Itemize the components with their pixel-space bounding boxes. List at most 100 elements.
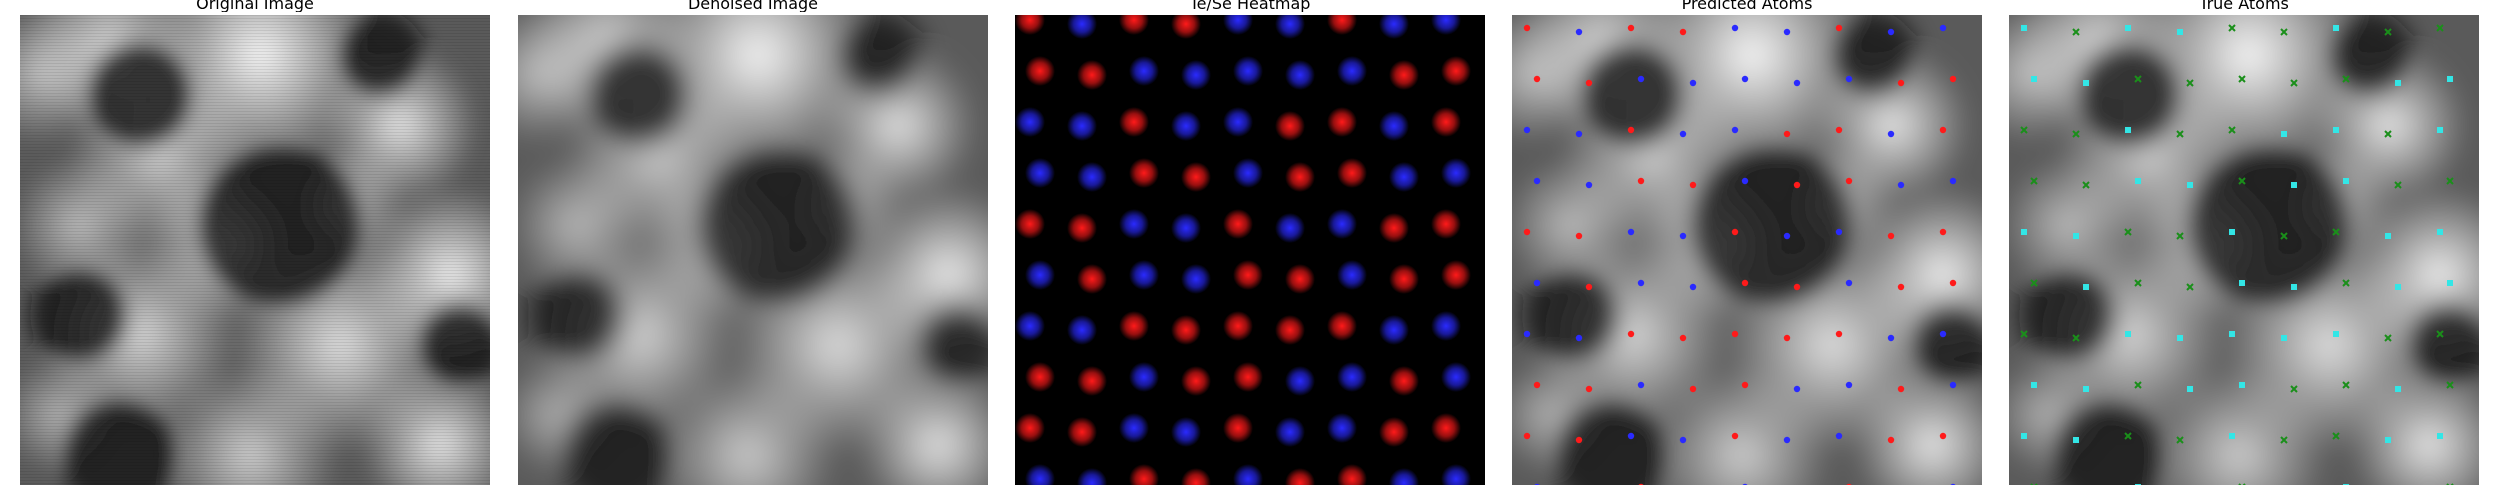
bright-region <box>658 365 838 485</box>
scan-line <box>20 225 490 226</box>
scan-line <box>20 156 490 157</box>
predicted-te-atom <box>1533 381 1541 389</box>
scan-line <box>20 90 490 91</box>
predicted-se-atom <box>1637 75 1645 83</box>
true-atom-cross <box>2394 181 2402 189</box>
predicted-se-atom <box>1793 79 1801 87</box>
se-spot <box>1285 366 1315 396</box>
scan-line <box>20 210 490 211</box>
scan-line <box>20 240 490 241</box>
true-atom-cross <box>2436 24 2444 32</box>
scan-line <box>20 54 490 55</box>
predicted-se-atom <box>1887 28 1895 36</box>
te-spot <box>1129 464 1159 485</box>
dark-region <box>2184 140 2354 310</box>
scan-line <box>20 282 490 283</box>
heatmap-panel <box>1015 15 1485 485</box>
predicted-te-atom <box>1689 181 1697 189</box>
predicted-se-atom <box>1845 279 1853 287</box>
predicted-se-atom <box>1523 330 1531 338</box>
scan-line <box>20 204 490 205</box>
scan-line <box>20 390 490 391</box>
true-atom-marker <box>2333 127 2339 133</box>
predicted-te-atom <box>1939 126 1947 134</box>
true-atom-marker <box>2031 76 2037 82</box>
dark-region <box>335 15 425 100</box>
scan-line <box>20 183 490 184</box>
dark-region <box>2074 40 2184 150</box>
true-atom-marker <box>2021 433 2027 439</box>
scan-line <box>20 42 490 43</box>
predicted-te-atom <box>1835 330 1843 338</box>
te-spot <box>1223 209 1253 239</box>
true-atom-marker <box>2333 331 2339 337</box>
scan-line <box>20 165 490 166</box>
true-atom-cross <box>2124 432 2132 440</box>
scan-line <box>20 81 490 82</box>
true-atom-cross <box>2384 28 2392 36</box>
true-atom-marker <box>2343 484 2349 485</box>
predicted-se-atom <box>1949 381 1957 389</box>
scan-line <box>20 207 490 208</box>
te-spot <box>1171 315 1201 345</box>
predicted-se-atom <box>1637 381 1645 389</box>
scan-line <box>20 132 490 133</box>
dark-region <box>583 40 693 150</box>
te-spot <box>1181 366 1211 396</box>
predicted-te-atom <box>1679 334 1687 342</box>
predicted-te-atom <box>1949 75 1957 83</box>
bright-region <box>1852 365 1982 485</box>
predicted-te-atom <box>1585 385 1593 393</box>
true-atom-cross <box>2186 283 2194 291</box>
heatmap-background <box>1015 15 1485 485</box>
true-atom-cross <box>2290 385 2298 393</box>
dark-region <box>1522 265 1622 365</box>
scan-line <box>20 417 490 418</box>
scan-line <box>20 162 490 163</box>
se-spot <box>1067 315 1097 345</box>
true-atom-marker <box>2385 437 2391 443</box>
predicted-te-atom <box>1523 24 1531 32</box>
te-se-heatmap <box>1015 15 1485 485</box>
scan-line <box>20 51 490 52</box>
se-spot <box>1337 56 1367 86</box>
se-spot <box>1129 260 1159 290</box>
te-spot <box>1077 60 1107 90</box>
dark-region <box>2404 300 2479 390</box>
scan-line <box>20 96 490 97</box>
predicted-se-atom <box>1887 334 1895 342</box>
true-atom-cross <box>2020 330 2028 338</box>
te-spot <box>1431 413 1461 443</box>
true-atom-marker <box>2229 433 2235 439</box>
scan-line <box>20 279 490 280</box>
predicted-se-atom <box>1742 483 1748 485</box>
true-atom-marker <box>2229 331 2235 337</box>
scan-line <box>20 393 490 394</box>
true-atom-marker <box>2239 382 2245 388</box>
true-atom-cross <box>2228 126 2236 134</box>
se-spot <box>1181 60 1211 90</box>
scan-line <box>20 354 490 355</box>
predicted-te-atom <box>1637 177 1645 185</box>
predicted-se-atom <box>1783 28 1791 36</box>
predicted-te-atom <box>1845 177 1853 185</box>
te-spot <box>1129 158 1159 188</box>
scan-line <box>20 294 490 295</box>
predicted-atoms-panel <box>1512 15 1982 485</box>
scan-line <box>20 255 490 256</box>
se-spot <box>1171 213 1201 243</box>
panel-title-denoised: Denoised Image <box>687 0 819 12</box>
scan-line <box>20 366 490 367</box>
true-atom-cross <box>2176 130 2184 138</box>
scan-line <box>20 420 490 421</box>
scan-line <box>20 150 490 151</box>
dark-region <box>415 300 490 390</box>
scan-line <box>20 123 490 124</box>
true-atom-marker <box>2447 76 2453 82</box>
scan-line <box>20 435 490 436</box>
predicted-te-atom <box>1897 79 1905 87</box>
panel-title-original: Original Image <box>196 0 314 12</box>
te-spot <box>1285 264 1315 294</box>
scan-line <box>20 60 490 61</box>
se-spot <box>1327 413 1357 443</box>
